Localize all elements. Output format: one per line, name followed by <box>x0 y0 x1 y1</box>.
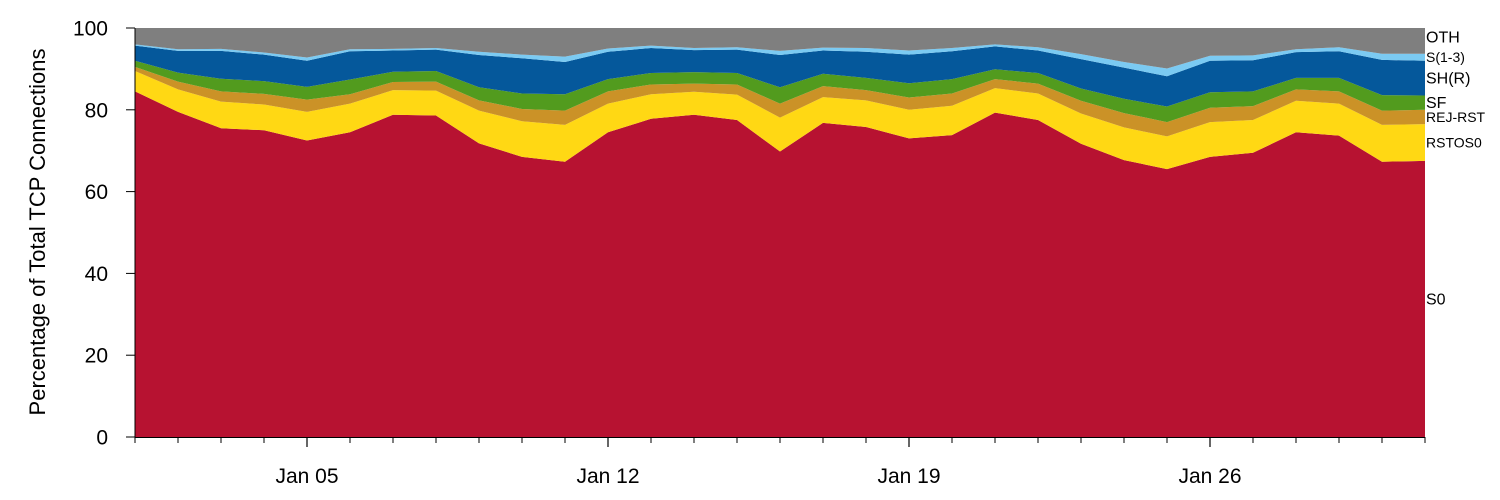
area-sf <box>135 60 1425 123</box>
x-tick-label: Jan 05 <box>275 465 338 488</box>
area-rej-rst <box>135 66 1425 137</box>
area-layers <box>135 28 1425 438</box>
series-label-sf: SF <box>1426 95 1447 112</box>
x-tick-label: Jan 26 <box>1178 465 1241 488</box>
area-oth <box>135 28 1425 69</box>
x-tick-label: Jan 19 <box>877 465 940 488</box>
y-tick-label: 80 <box>85 99 108 122</box>
y-axis-label: Percentage of Total TCP Connections <box>25 49 50 416</box>
y-tick-label: 100 <box>73 18 108 41</box>
series-label-s0: S0 <box>1426 292 1446 309</box>
series-label-rstos0: RSTOS0 <box>1426 134 1482 150</box>
area-sh-r <box>135 45 1425 107</box>
series-label-sh-r: SH(R) <box>1426 71 1470 88</box>
series-label-oth: OTH <box>1426 30 1460 47</box>
series-label-rej-rst: REJ-RST <box>1426 109 1486 125</box>
area-s-1-3 <box>135 44 1425 77</box>
y-tick-label: 40 <box>85 263 108 286</box>
area-s0 <box>135 91 1425 438</box>
area-rstos0 <box>135 70 1425 170</box>
axes: 0 20 40 60 80 100 Jan 05 Jan 12 Jan 19 Jan 26 <box>73 18 1426 488</box>
series-label-s-1-3: S(1-3) <box>1426 49 1465 65</box>
y-tick-label: 20 <box>85 345 108 368</box>
y-tick-label: 60 <box>85 181 108 204</box>
x-tick-label: Jan 12 <box>576 465 639 488</box>
y-tick-label: 0 <box>96 427 108 450</box>
